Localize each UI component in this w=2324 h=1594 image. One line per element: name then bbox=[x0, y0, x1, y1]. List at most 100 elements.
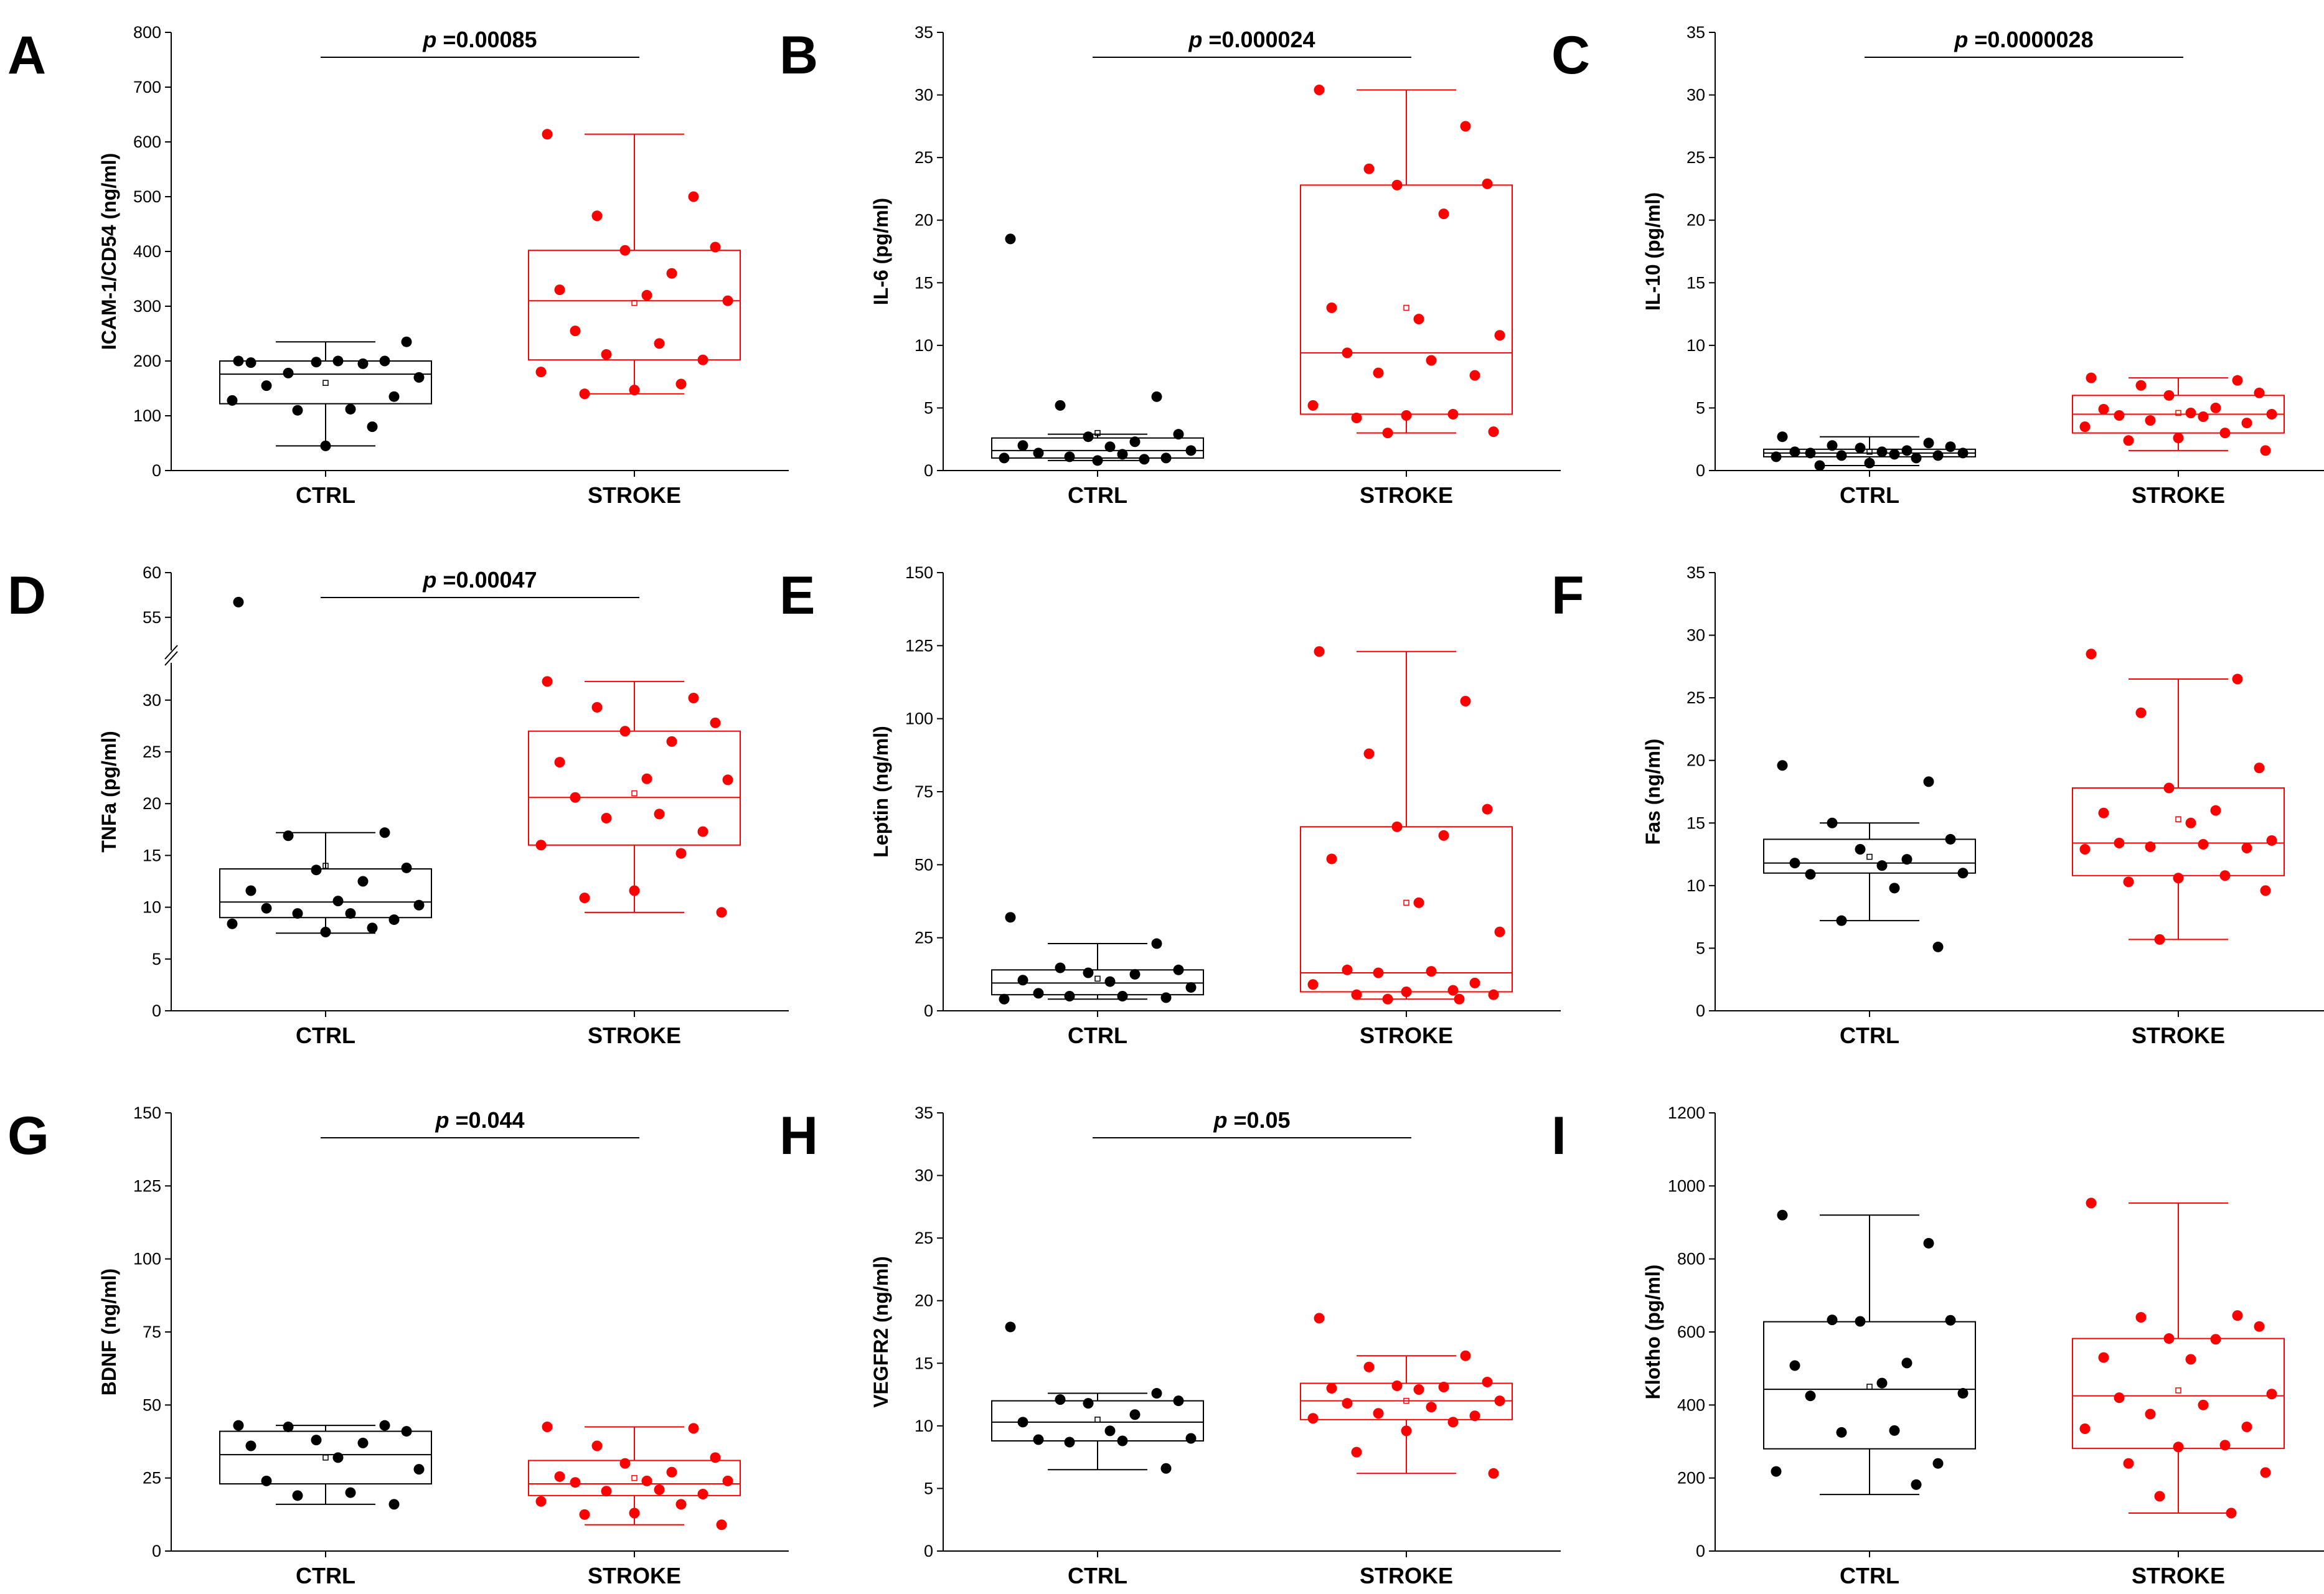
data-point bbox=[367, 922, 378, 934]
x-category-label: CTRL bbox=[1068, 1563, 1127, 1588]
p-value: =0.0000028 bbox=[1974, 27, 2093, 52]
data-point bbox=[2163, 782, 2175, 794]
data-point bbox=[1117, 991, 1128, 1002]
data-point bbox=[2185, 1354, 2196, 1365]
y-tick-label: 30 bbox=[915, 86, 933, 105]
mean-marker bbox=[2175, 410, 2181, 416]
data-point bbox=[2219, 870, 2231, 881]
data-point bbox=[1827, 440, 1838, 451]
iqr-box bbox=[219, 360, 432, 405]
x-category-label: STROKE bbox=[2132, 1563, 2225, 1588]
data-point bbox=[2163, 1333, 2175, 1344]
y-tick-label: 10 bbox=[915, 1417, 933, 1435]
data-point bbox=[1889, 449, 1900, 460]
data-point bbox=[2241, 843, 2252, 854]
y-tick-label: 35 bbox=[915, 23, 933, 42]
y-tick-label: 30 bbox=[915, 1166, 933, 1185]
data-point bbox=[1307, 1413, 1319, 1424]
data-point bbox=[2266, 835, 2277, 846]
data-point bbox=[999, 452, 1010, 464]
y-tick-label: 15 bbox=[143, 846, 161, 865]
data-point bbox=[1460, 696, 1471, 707]
panel-letter: C bbox=[1551, 26, 1590, 85]
mean-marker bbox=[322, 1455, 329, 1461]
data-point bbox=[1482, 178, 1493, 189]
box-group-ctrl bbox=[1763, 1209, 1976, 1496]
data-point bbox=[2145, 842, 2156, 853]
data-point bbox=[2266, 408, 2277, 420]
p-value-label: p =0.05 bbox=[1213, 1107, 1290, 1133]
y-tick-label: 200 bbox=[1677, 1469, 1705, 1488]
data-point bbox=[1438, 209, 1449, 220]
data-point bbox=[292, 405, 303, 416]
data-point bbox=[2254, 762, 2265, 774]
data-point bbox=[2173, 873, 2184, 884]
iqr-box bbox=[2072, 787, 2285, 876]
data-point bbox=[1876, 860, 1888, 871]
data-point bbox=[554, 284, 565, 296]
iqr-box bbox=[1300, 184, 1513, 415]
data-point bbox=[619, 1458, 631, 1469]
data-point bbox=[2173, 433, 2184, 444]
data-point bbox=[688, 191, 699, 202]
iqr-box bbox=[1300, 826, 1513, 993]
data-point bbox=[1117, 449, 1128, 460]
panel-a: A 0 100 200 300 400 500 600 700 800 ICAM-1/CD54 (n… bbox=[7, 23, 789, 508]
data-point bbox=[1326, 302, 1337, 314]
x-category-label: STROKE bbox=[2132, 482, 2225, 508]
y-tick-label: 75 bbox=[143, 1323, 161, 1341]
data-point bbox=[1033, 988, 1044, 999]
data-point bbox=[2266, 1389, 2277, 1400]
data-point bbox=[1864, 457, 1875, 469]
y-tick-label: 150 bbox=[905, 563, 933, 582]
data-point bbox=[1494, 926, 1505, 937]
data-point bbox=[401, 1426, 412, 1437]
data-point bbox=[2086, 649, 2097, 660]
data-point bbox=[1923, 1237, 1934, 1249]
panel-f: F 0 5 10 15 20 25 30 35 Fas (ng/ml) CTRL STROKE bbox=[1551, 563, 2324, 1048]
x-category-label: CTRL bbox=[296, 1023, 355, 1048]
data-point bbox=[1482, 804, 1493, 815]
data-point bbox=[2163, 390, 2175, 401]
y-tick-label: 0 bbox=[1696, 1542, 1705, 1560]
data-point bbox=[1771, 451, 1782, 462]
data-point bbox=[1005, 1321, 1016, 1333]
data-point bbox=[1173, 1395, 1184, 1407]
data-point bbox=[1104, 441, 1116, 452]
data-point bbox=[1005, 233, 1016, 245]
data-point bbox=[1889, 1425, 1900, 1436]
box-group-ctrl bbox=[1763, 431, 1976, 471]
data-point bbox=[1160, 992, 1172, 1003]
y-tick-label: 15 bbox=[915, 273, 933, 292]
panel-letter: A bbox=[7, 26, 46, 85]
data-point bbox=[601, 349, 612, 360]
y-tick-label: 100 bbox=[133, 406, 161, 425]
data-point bbox=[641, 1475, 652, 1486]
data-point bbox=[1488, 989, 1499, 1000]
data-point bbox=[2260, 445, 2271, 456]
y-axis-title: Fas (ng/ml) bbox=[1642, 739, 1664, 845]
y-tick-label: 50 bbox=[915, 855, 933, 874]
data-point bbox=[1351, 989, 1362, 1000]
data-point bbox=[1064, 1437, 1075, 1448]
data-point bbox=[666, 268, 677, 279]
data-point bbox=[1460, 1350, 1471, 1361]
data-point bbox=[1447, 1417, 1459, 1428]
data-point bbox=[1469, 977, 1480, 988]
y-tick-label: 500 bbox=[133, 187, 161, 206]
data-point bbox=[1945, 1315, 1956, 1326]
data-point bbox=[710, 1452, 721, 1463]
data-point bbox=[579, 893, 590, 904]
data-point bbox=[261, 380, 272, 391]
data-point bbox=[1901, 1357, 1912, 1369]
data-point bbox=[388, 914, 400, 926]
box-group-stroke bbox=[2072, 1198, 2285, 1519]
data-point bbox=[710, 717, 721, 728]
data-point bbox=[345, 403, 356, 415]
data-point bbox=[1104, 1425, 1116, 1437]
data-point bbox=[292, 908, 303, 919]
data-point bbox=[320, 927, 331, 938]
box-group-ctrl bbox=[991, 1321, 1204, 1474]
data-point bbox=[2135, 1312, 2147, 1323]
data-point bbox=[675, 378, 687, 390]
